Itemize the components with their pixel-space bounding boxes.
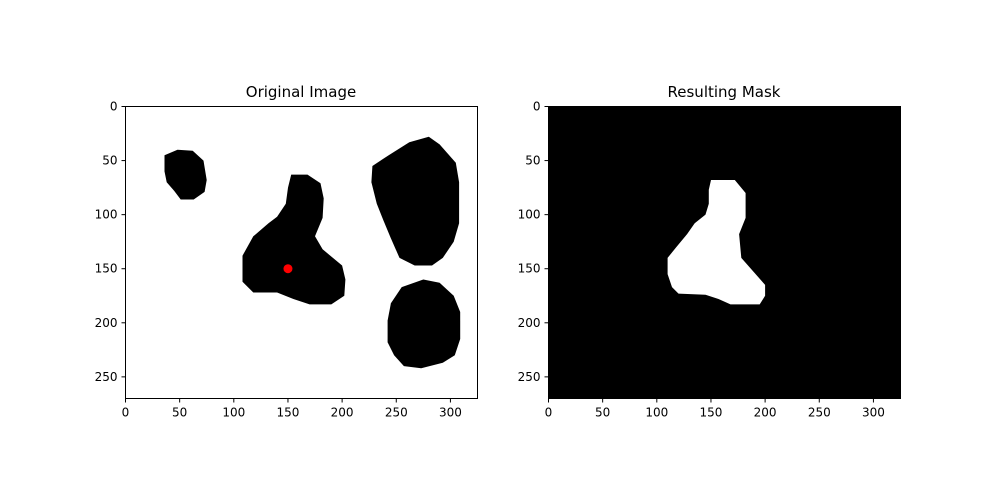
y-tick-label: 200 bbox=[95, 316, 118, 330]
x-tick-label: 150 bbox=[700, 406, 723, 420]
axes-frame-original-image bbox=[125, 106, 478, 399]
y-tick-label: 100 bbox=[95, 208, 118, 222]
y-tick-label: 0 bbox=[110, 100, 118, 114]
x-tick-label: 0 bbox=[122, 406, 130, 420]
y-tick-label: 50 bbox=[102, 154, 117, 168]
x-tick-label: 100 bbox=[645, 406, 668, 420]
blob-bottom-right bbox=[387, 279, 461, 369]
x-ticks-resulting-mask: 0 50 100 150 200 250 300 bbox=[545, 398, 885, 420]
y-tick-label: 100 bbox=[518, 208, 541, 222]
blob-top-right bbox=[371, 136, 460, 266]
x-tick-label: 300 bbox=[439, 406, 462, 420]
plot-area-original-image bbox=[125, 106, 478, 399]
y-tick-label: 150 bbox=[95, 262, 118, 276]
y-tick-label: 150 bbox=[518, 262, 541, 276]
plot-area-resulting-mask bbox=[548, 106, 901, 399]
x-tick-label: 300 bbox=[862, 406, 885, 420]
x-tick-label: 50 bbox=[595, 406, 610, 420]
y-tick-label: 250 bbox=[95, 370, 118, 384]
seed-point-marker bbox=[283, 264, 293, 274]
axes-frame-resulting-mask bbox=[548, 106, 901, 399]
x-tick-label: 150 bbox=[277, 406, 300, 420]
title-original-image: Original Image bbox=[246, 83, 356, 101]
mask-region bbox=[667, 180, 766, 305]
y-tick-label: 50 bbox=[525, 154, 540, 168]
y-ticks-resulting-mask: 0 50 100 150 200 250 bbox=[518, 100, 549, 384]
x-tick-label: 200 bbox=[331, 406, 354, 420]
x-tick-label: 250 bbox=[808, 406, 831, 420]
blob-small bbox=[164, 149, 207, 200]
axes-resulting-mask: Resulting Mask 0 50 100 150 200 250 300 0 50 100… bbox=[518, 83, 901, 420]
blob-center bbox=[242, 174, 346, 305]
x-tick-label: 200 bbox=[754, 406, 777, 420]
x-tick-label: 0 bbox=[545, 406, 553, 420]
y-tick-label: 0 bbox=[533, 100, 541, 114]
x-tick-label: 100 bbox=[222, 406, 245, 420]
y-ticks-original-image: 0 50 100 150 200 250 bbox=[95, 100, 126, 384]
y-tick-label: 250 bbox=[518, 370, 541, 384]
x-ticks-original-image: 0 50 100 150 200 250 300 bbox=[122, 398, 462, 420]
axes-original-image: Original Image 0 50 100 150 200 250 300 0 50 100… bbox=[95, 83, 478, 420]
title-resulting-mask: Resulting Mask bbox=[668, 83, 781, 101]
y-tick-label: 200 bbox=[518, 316, 541, 330]
x-tick-label: 50 bbox=[172, 406, 187, 420]
x-tick-label: 250 bbox=[385, 406, 408, 420]
